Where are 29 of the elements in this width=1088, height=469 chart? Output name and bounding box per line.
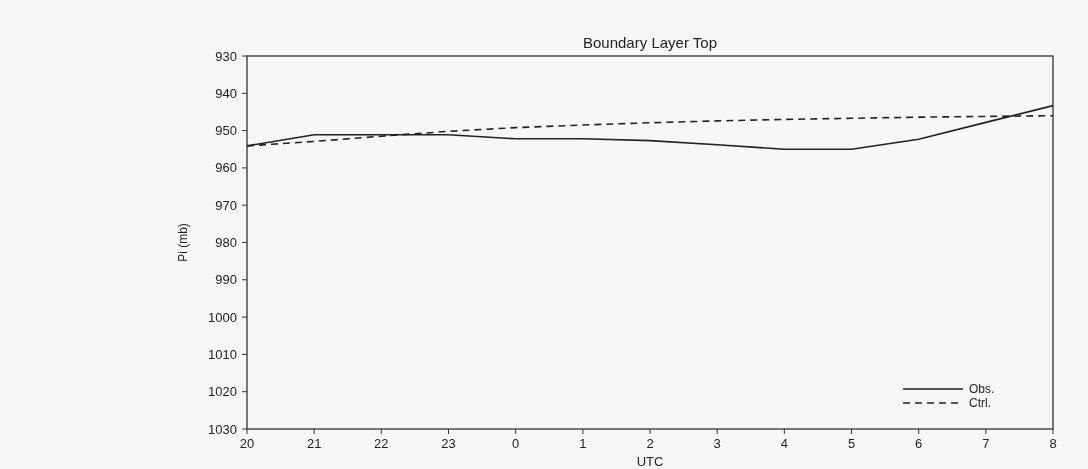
- x-tick-label: 3: [713, 436, 721, 451]
- x-tick-label: 5: [847, 436, 856, 451]
- x-tick-label: 0: [512, 436, 520, 451]
- x-tick-label: 2: [646, 436, 654, 451]
- chart-title: Boundary Layer Top: [583, 34, 717, 51]
- x-tick-label: 4: [780, 436, 788, 451]
- x-tick-label: 21: [306, 436, 322, 451]
- y-tick-label: 940: [215, 85, 237, 101]
- legend-label: Ctrl.: [969, 396, 991, 411]
- y-tick-label: 950: [215, 123, 237, 139]
- y-axis-title: Pi (mb): [176, 223, 190, 262]
- y-tick-label: 930: [215, 48, 237, 64]
- x-tick-label: 22: [374, 436, 389, 451]
- y-tick-label: 990: [215, 272, 237, 288]
- y-tick-label: 980: [215, 235, 237, 251]
- y-tick-label: 1010: [208, 346, 237, 362]
- y-tick-label: 960: [215, 160, 237, 176]
- y-tick-label: 1020: [208, 384, 237, 400]
- x-tick-label: 8: [1049, 436, 1057, 451]
- y-tick-label: 1030: [208, 421, 237, 437]
- y-tick-label: 970: [215, 197, 237, 213]
- legend-label: Obs.: [969, 382, 995, 397]
- x-tick-label: 20: [239, 436, 255, 451]
- x-axis-title: UTC: [636, 454, 664, 469]
- x-tick-label: 6: [915, 436, 923, 451]
- x-tick-label: 1: [579, 436, 587, 451]
- y-tick-label: 1000: [208, 309, 237, 325]
- x-tick-label: 23: [441, 436, 456, 451]
- x-tick-label: 7: [982, 436, 990, 451]
